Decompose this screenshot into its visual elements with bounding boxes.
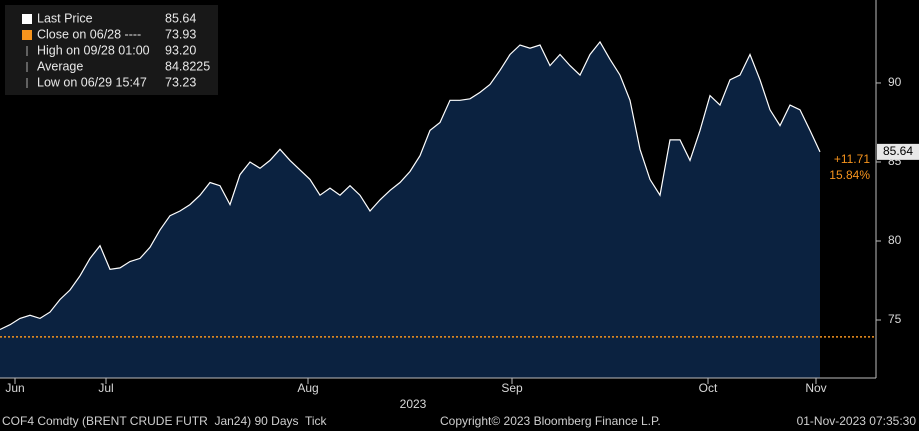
x-tick-label: Jul <box>98 381 113 395</box>
footer-left: COF4 Comdty (BRENT CRUDE FUTR Jan24) 90 … <box>2 414 328 428</box>
x-tick-label: Aug <box>297 381 318 395</box>
legend-value: 85.64 <box>165 11 196 25</box>
legend-label: Close on 06/28 ---- <box>37 27 141 41</box>
area <box>0 41 820 379</box>
price-line <box>0 40 821 331</box>
x-tick-label: Oct <box>699 381 718 395</box>
plot-area <box>0 40 821 379</box>
year-label: 2023 <box>400 397 427 411</box>
legend-label: Low on 06/29 15:47 <box>37 75 147 89</box>
legend-value: 73.23 <box>165 75 196 89</box>
legend-label: Average <box>37 59 83 73</box>
y-tick-label: 75 <box>888 312 902 326</box>
last-price-label: 85.64 <box>883 144 913 158</box>
legend-label: High on 09/28 01:00 <box>37 43 150 57</box>
legend-value: 84.8225 <box>165 59 210 73</box>
last-price-tag <box>877 143 919 160</box>
legend-swatch <box>22 30 32 40</box>
y-tick-label: 90 <box>888 75 902 89</box>
footer-right: 01-Nov-2023 07:35:30 <box>797 414 917 428</box>
change-label: +11.71 <box>834 152 870 166</box>
x-tick-label: Jun <box>5 381 24 395</box>
x-tick-label: Nov <box>805 381 826 395</box>
y-tick-label: 80 <box>888 233 902 247</box>
legend-value: 93.20 <box>165 43 196 57</box>
legend: Last Price 85.64 Close on 06/28 ---- 73.93 H… <box>22 11 210 89</box>
legend-box <box>5 5 218 95</box>
x-tick-label: Sep <box>501 381 523 395</box>
legend-value: 73.93 <box>165 27 196 41</box>
change-pct-label: 15.84% <box>829 168 870 182</box>
legend-swatch <box>22 14 32 24</box>
legend-label: Last Price <box>37 11 93 25</box>
footer-center: Copyright© 2023 Bloomberg Finance L.P. <box>440 414 661 428</box>
